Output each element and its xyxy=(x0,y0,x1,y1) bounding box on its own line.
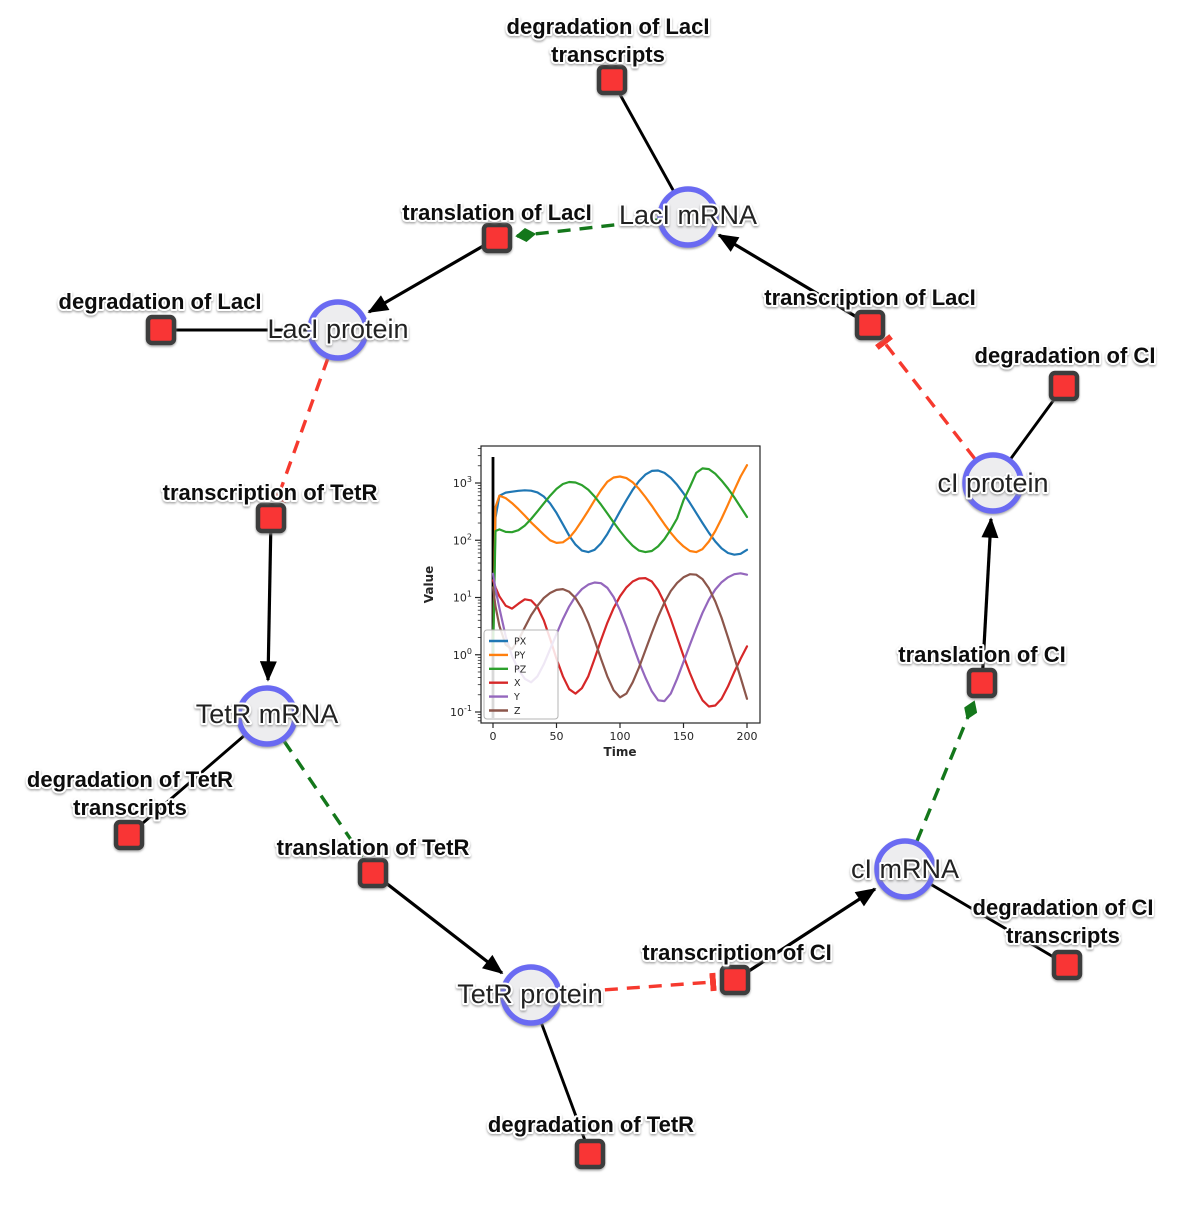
reaction-node-translation-laci[interactable] xyxy=(481,222,513,254)
species-label: TetR mRNA xyxy=(196,699,339,729)
chart-series-PZ xyxy=(491,467,749,656)
reaction-node-degradation-tetr-transcripts[interactable] xyxy=(113,819,145,851)
reaction-node-translation-tetr[interactable] xyxy=(357,857,389,889)
species-label: cI mRNA xyxy=(851,854,959,884)
edge-translation-to-ciprotein xyxy=(980,517,999,684)
reaction-node-degradation-laci-transcripts[interactable] xyxy=(596,64,628,96)
edge-translation-to-laciprotein xyxy=(367,236,498,314)
chart-series-PX xyxy=(491,469,749,656)
legend-label-PX: PX xyxy=(514,637,527,648)
reaction-node-degradation-ci-transcripts[interactable] xyxy=(1051,949,1083,981)
edges xyxy=(128,79,1068,1155)
legend-label-PZ: PZ xyxy=(514,664,527,675)
species-label: LacI protein xyxy=(267,314,408,344)
legend-label-X: X xyxy=(514,678,521,689)
legend-label-Z: Z xyxy=(514,706,521,717)
edge-laciprotein-inhibits-transcription-tetr xyxy=(268,357,330,503)
species-node-tetr-mrna[interactable] xyxy=(236,685,298,747)
reaction-label: transcription of CI xyxy=(642,940,831,965)
reaction-label: degradation of CI xyxy=(975,343,1156,368)
reaction-label: translation of CI xyxy=(898,642,1065,667)
edge-tetrprotein-inhibits-transcription-ci xyxy=(560,972,717,995)
chart-x-tick-label: 0 xyxy=(490,730,497,743)
reaction-label: transcripts xyxy=(1006,923,1120,948)
chart-legend: PX PY PZ XYZ xyxy=(483,629,559,720)
reaction-label: transcription of LacI xyxy=(764,285,975,310)
chart-x-ticks: 0 50 100 150 200 xyxy=(490,723,758,743)
reaction-label: translation of TetR xyxy=(277,835,470,860)
edge-tetrmrna-modifies-translation xyxy=(282,740,364,858)
reaction-label: degradation of CI xyxy=(973,895,1154,920)
reaction-node-degradation-laci[interactable] xyxy=(145,314,177,346)
reaction-label: transcription of TetR xyxy=(163,480,378,505)
legend-label-PY: PY xyxy=(514,650,526,661)
reaction-node-degradation-tetr[interactable] xyxy=(574,1138,606,1170)
reaction-label: transcripts xyxy=(551,42,665,67)
reaction-label: degradation of LacI xyxy=(59,289,262,314)
chart-x-tick-label: 200 xyxy=(737,730,758,743)
edge-lacimrna-modifies-translation xyxy=(515,218,659,242)
reaction-label: translation of LacI xyxy=(402,200,591,225)
species-node-laci-mrna[interactable] xyxy=(657,186,719,248)
chart-x-tick-label: 150 xyxy=(673,730,694,743)
reaction-label: degradation of TetR xyxy=(488,1112,694,1137)
species-node-ci-protein[interactable] xyxy=(962,452,1024,514)
edge-ciprotein-inhibits-transcription-laci xyxy=(875,334,977,461)
species-node-laci-protein[interactable] xyxy=(307,299,369,361)
species-label: LacI mRNA xyxy=(619,200,757,230)
chart-y-axis-label: Value xyxy=(422,566,436,604)
edge-transcription-to-tetrmrna xyxy=(259,517,277,682)
chart-series-Z xyxy=(491,573,749,700)
nodes xyxy=(113,64,1083,1170)
legend-label-Y: Y xyxy=(513,692,520,703)
species-node-tetr-protein[interactable] xyxy=(500,964,562,1026)
edge-cimrna-modifies-translation xyxy=(915,700,978,842)
edge-cimrna-degradation xyxy=(904,867,1068,967)
species-label: cI protein xyxy=(937,468,1048,498)
species-label: TetR protein xyxy=(457,979,603,1009)
reaction-node-transcription-ci[interactable] xyxy=(719,964,751,996)
labels: degradation of LacI transcripts translat… xyxy=(25,12,1158,1139)
chart-x-tick-label: 50 xyxy=(550,730,564,743)
reaction-label: degradation of LacI xyxy=(507,14,710,39)
edge-translation-to-tetrprotein xyxy=(372,871,504,975)
reaction-node-transcription-tetr[interactable] xyxy=(255,502,287,534)
reaction-label: degradation of TetR xyxy=(27,767,233,792)
reaction-label: transcripts xyxy=(73,795,187,820)
chart-x-axis-label: Time xyxy=(604,745,637,759)
reaction-node-transcription-laci[interactable] xyxy=(854,309,886,341)
reaction-node-translation-ci[interactable] xyxy=(966,667,998,699)
reaction-node-degradation-ci[interactable] xyxy=(1048,370,1080,402)
edge-transcription-to-lacimrna xyxy=(717,233,871,327)
edge-transcription-to-cimrna xyxy=(734,887,877,982)
chart-x-tick-label: 100 xyxy=(610,730,631,743)
species-node-ci-mrna[interactable] xyxy=(874,838,936,900)
